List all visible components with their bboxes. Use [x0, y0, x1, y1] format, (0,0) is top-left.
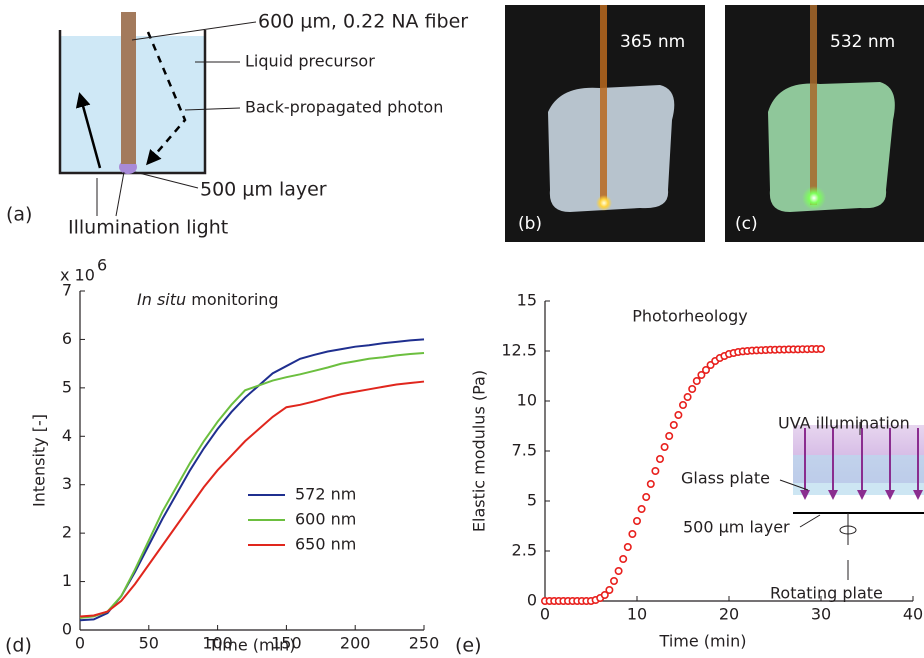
x-tick-label: 200: [340, 634, 371, 653]
point: [689, 386, 695, 392]
y-tick-label: 2: [62, 523, 72, 542]
y-tick-label: 5: [527, 491, 537, 510]
point: [625, 544, 631, 550]
point: [657, 456, 663, 462]
inset-label: UVA illumination: [778, 414, 910, 433]
leader: [116, 172, 124, 216]
y-scale: x 10: [60, 266, 95, 285]
y-scale-exponent: 6: [97, 256, 107, 275]
x-axis-label: Time (min): [659, 632, 747, 651]
point: [818, 346, 824, 352]
legend-label: 650 nm: [295, 535, 356, 554]
chart-title: Photorheology: [632, 307, 748, 326]
panel-label: (a): [6, 204, 32, 226]
x-tick-label: 30: [811, 605, 831, 624]
point: [694, 378, 700, 384]
point: [606, 587, 612, 593]
inset-label: 500 μm layer: [683, 518, 790, 537]
fiber: [810, 5, 817, 205]
panel-label: (c): [735, 214, 758, 234]
x-tick-label: 20: [719, 605, 739, 624]
point: [615, 568, 621, 574]
label: Liquid precursor: [245, 52, 375, 71]
point: [684, 394, 690, 400]
point: [671, 422, 677, 428]
glow: [596, 195, 612, 211]
point: [648, 481, 654, 487]
y-tick-label: 7.5: [512, 441, 537, 460]
x-tick-label: 0: [75, 634, 85, 653]
point: [675, 412, 681, 418]
x-tick-label: 50: [139, 634, 159, 653]
y-tick-label: 6: [62, 329, 72, 348]
point: [666, 433, 672, 439]
y-axis-label: Intensity [-]: [30, 414, 49, 507]
x-tick-label: 10: [627, 605, 647, 624]
point: [638, 506, 644, 512]
legend-label: 572 nm: [295, 485, 356, 504]
y-tick-label: 5: [62, 377, 72, 396]
inset-label: Rotating plate: [770, 584, 883, 603]
figure: 600 μm, 0.22 NA fiber Liquid precursor B…: [0, 0, 924, 658]
label: Illumination light: [68, 217, 228, 239]
y-tick-label: 1: [62, 571, 72, 590]
point: [611, 578, 617, 584]
point: [652, 468, 658, 474]
fiber: [121, 12, 136, 164]
panel-a: 600 μm, 0.22 NA fiber Liquid precursor B…: [6, 11, 468, 239]
series-line: [80, 382, 424, 617]
panel-label: (b): [518, 214, 542, 234]
y-tick-label: 0: [527, 591, 537, 610]
glow: [802, 186, 826, 210]
x-axis-label: Time (min): [208, 636, 296, 655]
x-tick-label: 250: [409, 634, 440, 653]
x-tick-label: 0: [540, 605, 550, 624]
y-tick-label: 15: [517, 291, 537, 310]
gel: [548, 85, 674, 212]
panel-label: (e): [455, 635, 482, 657]
glass-plate: [793, 455, 924, 495]
y-tick-label: 10: [517, 391, 537, 410]
label: 500 μm layer: [200, 179, 327, 201]
inset: [780, 422, 924, 580]
label: 532 nm: [830, 32, 895, 52]
panel-c: 532 nm (c): [725, 5, 924, 242]
y-tick-label: 2.5: [512, 541, 537, 560]
y-tick-label: 0: [62, 620, 72, 639]
annotation-text: monitoring: [191, 290, 278, 309]
x-tick-label: 40: [903, 605, 923, 624]
point: [643, 494, 649, 500]
y-axis-label: Elastic modulus (Pa): [470, 370, 489, 532]
gel: [768, 82, 895, 212]
legend-label: 600 nm: [295, 510, 356, 529]
annotation-italic: In situ: [137, 290, 186, 309]
point: [620, 556, 626, 562]
y-tick-label: 4: [62, 426, 72, 445]
page: 600 μm, 0.22 NA fiber Liquid precursor B…: [0, 0, 924, 658]
label: 365 nm: [620, 32, 685, 52]
panel-label: (d): [5, 635, 32, 657]
label: Back-propagated photon: [245, 98, 443, 117]
label: 600 μm, 0.22 NA fiber: [258, 11, 468, 33]
inset-label: Glass plate: [681, 469, 770, 488]
point: [634, 518, 640, 524]
y-tick-label: 3: [62, 474, 72, 493]
fiber: [600, 5, 607, 205]
point: [680, 402, 686, 408]
leader: [135, 172, 198, 188]
panel-b: 365 nm (b): [505, 5, 705, 242]
annotation: In situ monitoring: [137, 290, 279, 309]
point: [661, 444, 667, 450]
leader: [800, 515, 820, 527]
point: [629, 531, 635, 537]
y-tick-label: 12.5: [501, 341, 537, 360]
